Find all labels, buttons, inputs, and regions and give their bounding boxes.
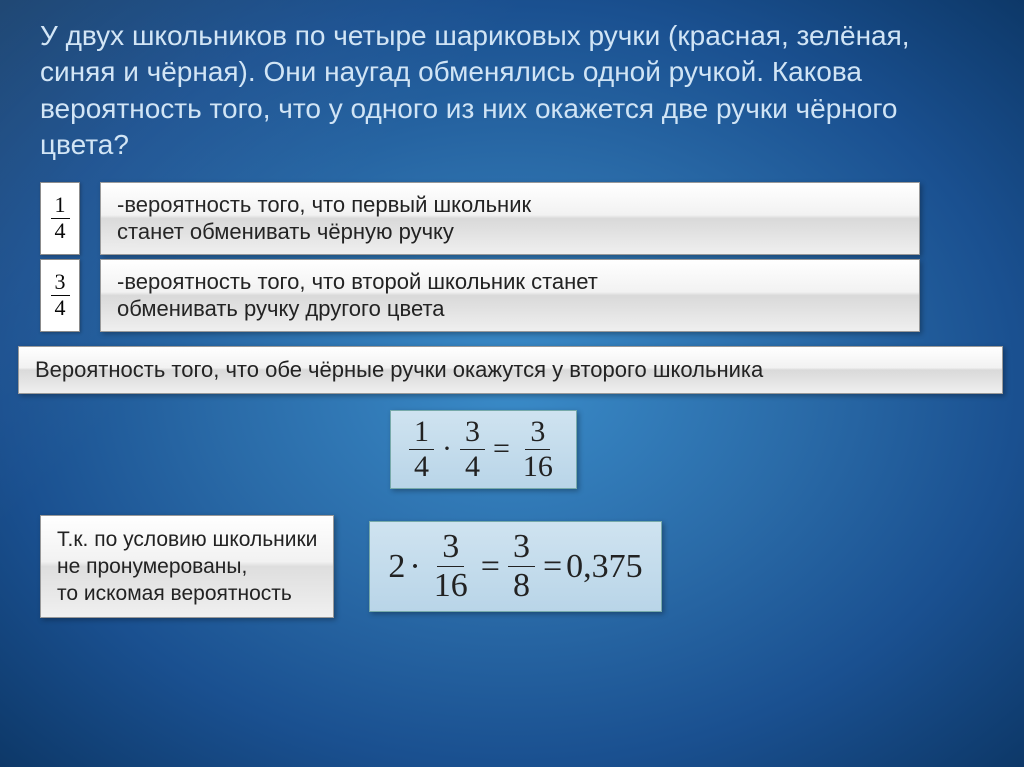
fraction-3-4: 3 4 [40,259,80,332]
frac-numerator: 3 [51,270,70,295]
frac-denominator: 4 [51,296,70,320]
frac-denominator: 4 [51,219,70,243]
equation-1: 1 4 · 3 4 = 3 16 [390,410,577,489]
coefficient: 2 [388,548,405,586]
text-line: обменивать ручку другого цвета [117,296,445,321]
frac-d: 4 [409,450,434,482]
dot-operator: · [409,548,420,586]
decimal-result: 0,375 [566,548,643,586]
step-2-text: -вероятность того, что второй школьник с… [100,259,920,332]
eq2-frac-b: 3 8 [508,530,535,603]
frac-d: 16 [518,450,558,482]
final-note: Т.к. по условию школьники не пронумерова… [40,515,334,619]
eq1-frac-b: 3 4 [460,417,485,482]
eq1-frac-result: 3 16 [518,417,558,482]
equals-operator: = [481,548,500,586]
text-line: Т.к. по условию школьники [57,528,317,551]
equation-1-wrapper: 1 4 · 3 4 = 3 16 [390,410,1024,489]
fraction-1-4: 1 4 [40,182,80,255]
frac-n: 3 [437,530,464,567]
step-1-text: -вероятность того, что первый школьник с… [100,182,920,255]
frac-n: 3 [508,530,535,567]
dot-operator: · [442,432,452,466]
equals-operator: = [543,548,562,586]
text-line: то искомая вероятность [57,582,292,605]
frac-n: 3 [460,417,485,450]
frac-n: 3 [525,417,550,450]
frac-numerator: 1 [51,193,70,218]
equation-2: 2 · 3 16 = 3 8 = 0,375 [369,521,661,612]
text-line: -вероятность того, что первый школьник [117,192,531,217]
frac-d: 4 [460,450,485,482]
text-line: -вероятность того, что второй школьник с… [117,269,598,294]
step-3-text: Вероятность того, что обе чёрные ручки о… [18,346,1003,394]
problem-title: У двух школьников по четыре шариковых ру… [0,0,1024,174]
frac-n: 1 [409,417,434,450]
text-line: не пронумерованы, [57,555,247,578]
frac-d: 8 [508,567,535,603]
step-2-row: 3 4 -вероятность того, что второй школьн… [40,259,1024,332]
step-1-row: 1 4 -вероятность того, что первый школьн… [40,182,1024,255]
frac-d: 16 [429,567,473,603]
final-row: Т.к. по условию школьники не пронумерова… [40,515,1024,619]
text-line: станет обменивать чёрную ручку [117,219,454,244]
eq1-frac-a: 1 4 [409,417,434,482]
eq2-frac-a: 3 16 [429,530,473,603]
equals-operator: = [493,432,510,466]
